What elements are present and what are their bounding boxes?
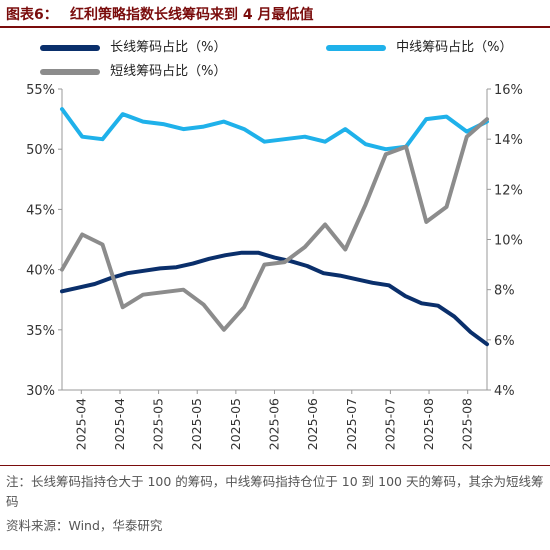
- left-tick-label: 40%: [26, 264, 55, 279]
- x-tick-label: 2025-08: [421, 398, 436, 450]
- legend-swatch-mid: [326, 44, 386, 51]
- series-line-mid: [60, 107, 489, 152]
- figure-title-bar: 图表6： 红利策略指数长线筹码来到 4 月最低值: [0, 0, 550, 28]
- figure-number: 图表6：: [6, 7, 58, 23]
- x-tick-label: 2025-05: [151, 398, 166, 450]
- legend-item-long: 长线筹码占比（%）: [40, 36, 227, 55]
- x-tick-label: 2025-06: [305, 398, 320, 450]
- left-tick-label: 35%: [26, 324, 55, 339]
- right-tick-label: 12%: [494, 183, 523, 198]
- x-tick-label: 2025-04: [112, 398, 127, 450]
- footnote: 注：长线筹码指持仓大于 100 的筹码，中线筹码指持仓位于 10 到 100 天…: [6, 474, 544, 509]
- legend-swatch-long: [40, 44, 100, 51]
- legend-label-mid: 中线筹码占比（%）: [396, 40, 513, 55]
- x-tick-label: 2025-07: [382, 398, 397, 450]
- figure-title: 红利策略指数长线筹码来到 4 月最低值: [70, 7, 314, 23]
- x-tick-label: 2025-07: [344, 398, 359, 450]
- legend-label-short: 短线筹码占比（%）: [110, 64, 227, 79]
- x-tick-label: 2025-04: [73, 398, 88, 450]
- legend-item-short: 短线筹码占比（%）: [40, 60, 227, 79]
- x-tick-label: 2025-06: [267, 398, 282, 450]
- series-line-long: [60, 250, 489, 347]
- footer-divider: [0, 465, 550, 466]
- series-line-short: [60, 117, 489, 332]
- legend-swatch-short: [40, 68, 100, 75]
- right-tick-label: 6%: [494, 334, 515, 349]
- right-tick-label: 10%: [494, 234, 523, 249]
- chip-distribution-chart: 30% 35% 40% 45% 50% 55% 4% 6% 8% 10% 12% 14% 16% 2025…: [26, 83, 523, 450]
- source-note: 资料来源：Wind，华泰研究: [6, 518, 163, 533]
- left-tick-label: 45%: [26, 203, 55, 218]
- legend-label-long: 长线筹码占比（%）: [110, 40, 227, 55]
- legend-item-mid: 中线筹码占比（%）: [326, 36, 513, 55]
- x-tick-label: 2025-05: [189, 398, 204, 450]
- right-tick-label: 14%: [494, 133, 523, 148]
- right-tick-label: 4%: [494, 384, 515, 399]
- right-tick-label: 16%: [494, 83, 523, 98]
- x-tick-label: 2025-08: [460, 398, 475, 450]
- left-tick-label: 50%: [26, 143, 55, 158]
- x-tick-label: 2025-05: [228, 398, 243, 450]
- left-tick-label: 30%: [26, 384, 55, 399]
- right-tick-label: 8%: [494, 284, 515, 299]
- left-tick-label: 55%: [26, 83, 55, 98]
